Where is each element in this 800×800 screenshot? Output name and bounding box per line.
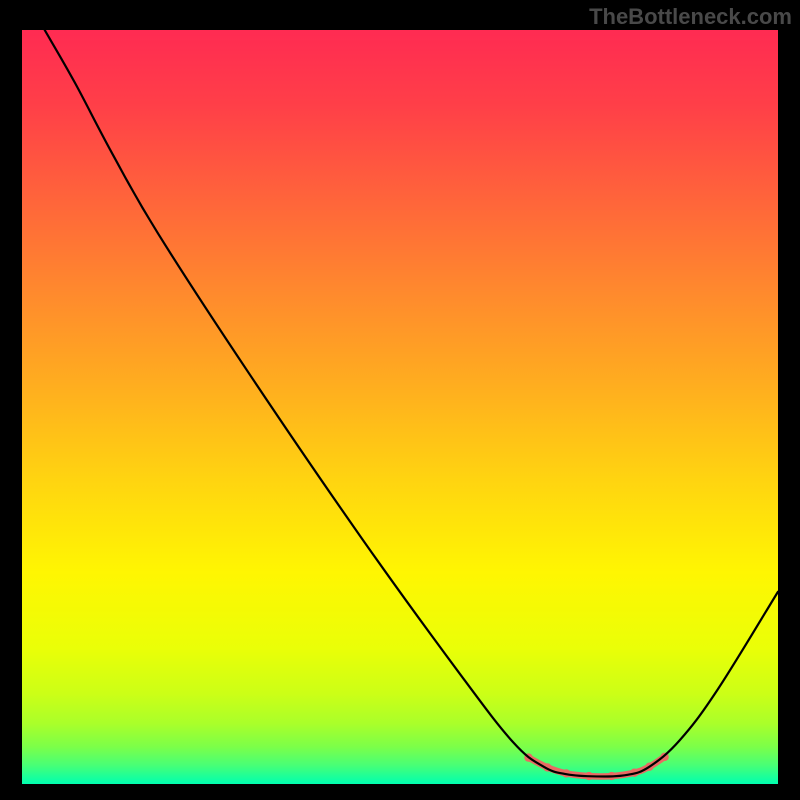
watermark-text: TheBottleneck.com [589, 4, 792, 30]
chart-container: TheBottleneck.com [0, 0, 800, 800]
plot-area [22, 30, 778, 784]
plot-svg [22, 30, 778, 784]
gradient-background [22, 30, 778, 784]
